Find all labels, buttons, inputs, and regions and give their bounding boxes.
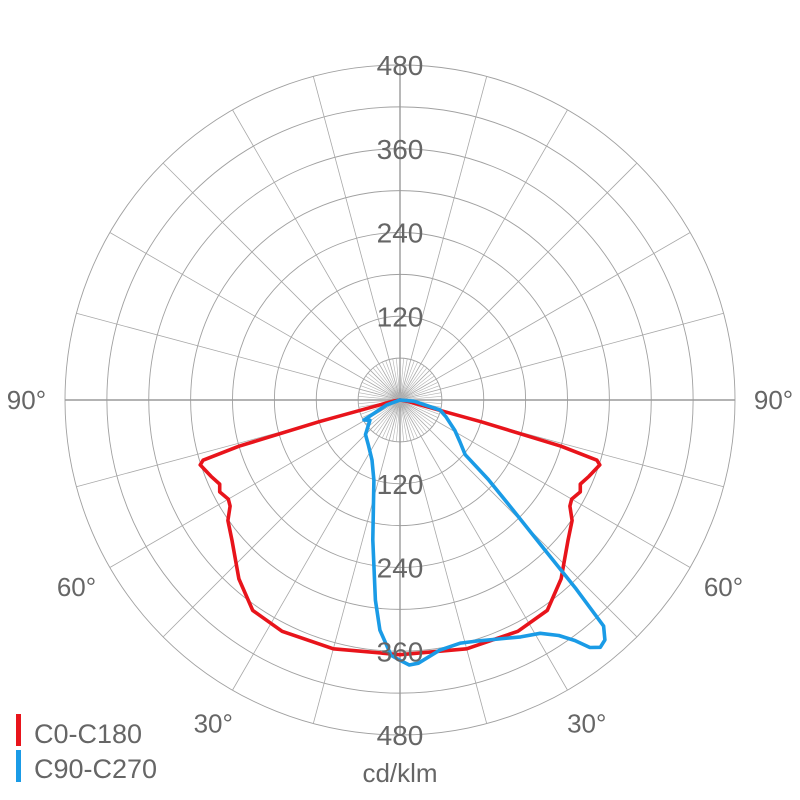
grid-spoke <box>399 399 691 568</box>
grid-minor-spoke <box>375 365 401 401</box>
radial-tick-label-lower: 240 <box>377 553 424 584</box>
grid-minor-spoke <box>361 382 401 401</box>
grid-spoke <box>109 232 401 401</box>
grid-minor-spoke <box>396 358 401 401</box>
radial-tick-label-upper: 120 <box>377 301 424 332</box>
grid-spoke <box>232 109 401 401</box>
legend-swatch-c90-c270 <box>16 750 21 782</box>
grid-minor-spoke <box>396 399 401 442</box>
unit-label: cd/klm <box>362 758 437 788</box>
legend-swatch-c0-c180 <box>16 714 21 746</box>
grid-spoke <box>162 399 401 638</box>
grid-minor-spoke <box>367 372 401 401</box>
grid-spoke <box>399 109 568 401</box>
grid-minor-spoke <box>399 399 418 439</box>
grid-minor-spoke <box>399 367 428 401</box>
grid-minor-spoke <box>358 392 401 401</box>
angle-label-right: 30° <box>567 708 606 738</box>
grid-spoke <box>312 399 401 724</box>
legend-label-c0-c180: C0-C180 <box>34 719 142 749</box>
grid-minor-spoke <box>399 399 404 442</box>
grid-minor-spoke <box>399 399 428 433</box>
grid-spoke <box>399 399 568 691</box>
legend: C0-C180 C90-C270 <box>16 714 157 784</box>
grid-minor-spoke <box>399 375 435 401</box>
grid-minor-spoke <box>372 367 401 401</box>
intensity-curves <box>198 398 607 667</box>
angle-label-left: 90° <box>7 385 46 415</box>
grid-minor-spoke <box>399 358 404 401</box>
grid-spoke <box>76 312 401 401</box>
grid-minor-spoke <box>399 360 415 401</box>
grid-minor-spoke <box>360 385 401 401</box>
grid-minor-spoke <box>399 365 425 401</box>
grid-minor-spoke <box>399 385 440 401</box>
angle-label-right: 60° <box>704 572 743 602</box>
grid-minor-spoke <box>372 399 401 433</box>
radial-tick-label-upper: 360 <box>377 134 424 165</box>
grid-minor-spoke <box>399 399 433 428</box>
grid-minor-spoke <box>399 399 435 425</box>
grid-minor-spoke <box>382 399 401 439</box>
grid-spoke <box>399 76 488 401</box>
legend-label-c90-c270: C90-C270 <box>34 754 157 784</box>
grid-minor-spoke <box>399 399 415 440</box>
grid-minor-spoke <box>367 399 401 428</box>
grid-spoke <box>399 312 724 401</box>
angle-label-left: 30° <box>194 708 233 738</box>
grid-minor-spoke <box>385 360 401 401</box>
radial-tick-label-upper: 240 <box>377 218 424 249</box>
grid-minor-spoke <box>399 399 425 435</box>
grid-spoke <box>162 162 401 401</box>
grid-minor-spoke <box>375 399 401 435</box>
curve-c0-c180 <box>198 398 602 657</box>
radial-tick-label-lower: 360 <box>377 636 424 667</box>
grid-spoke <box>399 162 638 401</box>
grid-spoke <box>399 232 691 401</box>
grid-spoke <box>109 399 401 568</box>
grid-minor-spoke <box>399 399 408 442</box>
grid-minor-spoke <box>399 361 418 401</box>
radial-tick-label-upper: 480 <box>377 50 424 81</box>
grid-spoke <box>312 76 401 401</box>
grid-minor-spoke <box>399 372 433 401</box>
angle-label-left: 60° <box>57 572 96 602</box>
grid-minor-spoke <box>399 358 408 401</box>
angle-label-right: 90° <box>754 385 793 415</box>
grid-minor-spoke <box>382 361 401 401</box>
radial-tick-label-lower: 120 <box>377 469 424 500</box>
grid-minor-spoke <box>365 375 401 401</box>
grid-minor-spoke <box>399 399 439 418</box>
polar-grid <box>64 64 736 736</box>
axis-labels: 120 120 240 240 360 360 480 480 90° 60° 30° 90° 60° 3… <box>7 50 793 751</box>
grid-minor-spoke <box>385 399 401 440</box>
grid-minor-spoke <box>392 399 401 442</box>
grid-minor-spoke <box>392 358 401 401</box>
radial-tick-label-lower: 480 <box>377 720 424 751</box>
grid-minor-spoke <box>399 382 439 401</box>
grid-spoke <box>232 399 401 691</box>
grid-spoke <box>399 399 488 724</box>
curve-c90-c270 <box>362 398 607 667</box>
